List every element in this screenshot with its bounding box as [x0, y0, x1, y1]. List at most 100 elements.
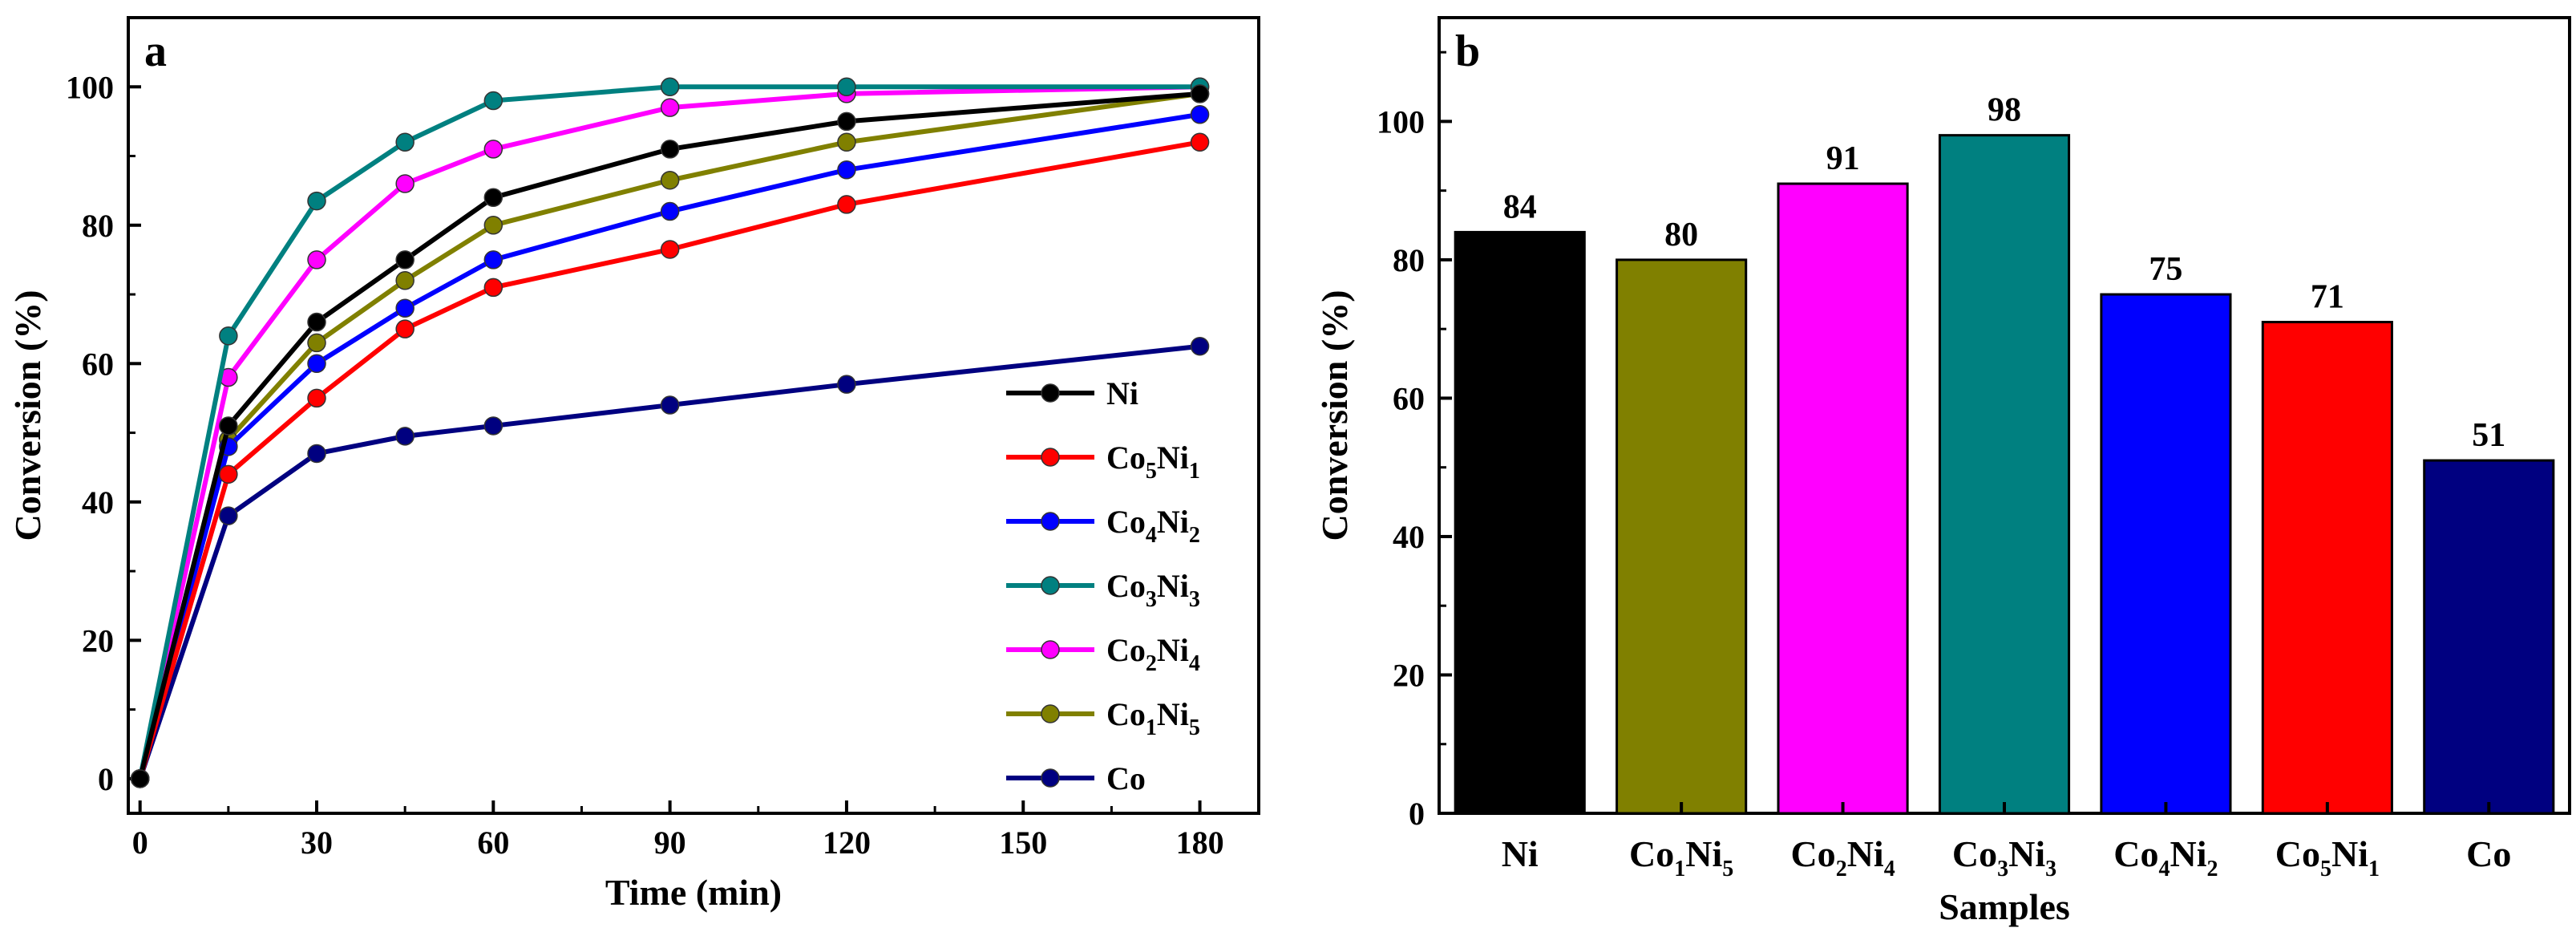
panel-a-x-axis-title: Time (min)	[605, 872, 782, 913]
data-point	[219, 326, 238, 346]
bar-group-Co1Ni5: 80 Co1​Ni5​	[1616, 217, 1748, 881]
data-point	[1190, 336, 1210, 356]
series-line	[137, 343, 1200, 780]
data-point	[219, 506, 238, 525]
data-point	[837, 111, 856, 132]
series-line	[137, 91, 1200, 780]
legend-marker	[1041, 640, 1060, 659]
data-point	[660, 395, 680, 415]
category-label: Co2​Ni4​	[1790, 833, 1895, 881]
y-tick-label: 100	[66, 69, 114, 105]
category-label: Ni	[1502, 833, 1539, 874]
bar	[1777, 182, 1909, 815]
bar	[2100, 293, 2232, 815]
bar-group-Ni: 84 Ni	[1454, 188, 1586, 874]
bar	[1454, 230, 1586, 815]
x-tick-label: 150	[999, 825, 1047, 861]
legend-label: Co4​Ni2​	[1106, 504, 1200, 548]
panel-a-line-chart: a 0 30 60 90 120 150 180 0 20 40 60 80 100 Ni Co5​Ni1…	[7, 16, 1260, 913]
data-point	[483, 416, 503, 436]
data-point	[219, 464, 238, 484]
data-point	[660, 240, 680, 259]
bar-value-label: 98	[1988, 92, 2021, 129]
bar	[1616, 258, 1748, 815]
y-tick-label: 80	[82, 208, 114, 244]
series-Ni	[130, 84, 1210, 788]
legend-marker	[1041, 512, 1060, 531]
bar-group-Co: 51 Co	[2423, 417, 2555, 874]
data-point	[660, 77, 680, 97]
x-tick-label: 0	[132, 825, 148, 861]
bar	[2423, 459, 2555, 815]
data-point	[307, 388, 326, 408]
legend-marker	[1041, 704, 1060, 723]
data-point	[307, 312, 326, 332]
legend-label: Ni	[1106, 375, 1138, 411]
bar-value-label: 51	[2472, 417, 2505, 454]
bar-value-label: 84	[1503, 188, 1537, 225]
panel-b-letter: b	[1455, 26, 1480, 76]
series-line	[137, 91, 1200, 780]
category-label: Co4​Ni2​	[2113, 833, 2218, 881]
category-label: Co3​Ni3​	[1952, 833, 2056, 881]
x-tick-label: 90	[654, 825, 686, 861]
legend-marker	[1041, 768, 1060, 788]
y-tick-label: 20	[82, 622, 114, 658]
data-point	[837, 160, 856, 180]
bar-group-Co2Ni4: 91 Co2​Ni4​	[1777, 140, 1909, 881]
data-point	[483, 91, 503, 111]
data-point	[483, 250, 503, 269]
series-Co3Ni3	[130, 77, 1210, 788]
legend-item: Co5​Ni1​	[1006, 440, 1200, 484]
data-point	[837, 77, 856, 97]
panel-a-letter: a	[144, 26, 167, 76]
legend-item: Co	[1006, 760, 1146, 796]
bar-value-label: 80	[1664, 217, 1698, 253]
category-label: Co1​Ni5​	[1629, 833, 1733, 881]
data-point	[307, 354, 326, 374]
y-tick-label: 60	[82, 346, 114, 382]
series-line	[137, 84, 1200, 780]
legend-item: Co2​Ni4​	[1006, 632, 1200, 676]
data-point	[1190, 84, 1210, 103]
legend-label: Co2​Ni4​	[1106, 632, 1200, 676]
data-point	[660, 140, 680, 159]
panel-a-y-axis-title: Conversion (%)	[7, 290, 48, 541]
series-Co	[130, 336, 1210, 788]
category-label: Co5​Ni1​	[2275, 833, 2380, 881]
data-point	[483, 188, 503, 208]
series-Co1Ni5	[130, 84, 1210, 788]
bar-group-Co3Ni3: 98 Co3​Ni3​	[1938, 92, 2071, 881]
data-point	[483, 278, 503, 298]
y-tick-label: 60	[1393, 380, 1425, 416]
bar	[1938, 134, 2071, 815]
series-line	[137, 140, 1201, 780]
data-point	[660, 201, 680, 221]
bar-group-Co4Ni2: 75 Co4​Ni2​	[2100, 251, 2232, 881]
panel-b-x-axis-title: Samples	[1939, 886, 2070, 927]
data-point	[307, 444, 326, 464]
legend-item: Co1​Ni5​	[1006, 696, 1200, 740]
data-point	[660, 98, 680, 117]
panel-a-frame	[127, 16, 1260, 815]
bar-value-label: 91	[1826, 140, 1860, 177]
bar	[2261, 321, 2393, 815]
y-tick-label: 100	[1377, 103, 1425, 140]
y-tick-label: 40	[82, 484, 114, 521]
legend-label: Co3​Ni3​	[1106, 568, 1200, 612]
data-point	[130, 769, 150, 788]
data-point	[395, 427, 415, 446]
bar-value-label: 75	[2149, 251, 2182, 288]
panel-a-legend: Ni Co5​Ni1​ Co4​Ni2​ Co3​Ni3​ Co2​Ni4​ Co1​Ni…	[1006, 375, 1200, 796]
panel-b-y-axis-title: Conversion (%)	[1314, 290, 1355, 541]
category-label: Co	[2466, 833, 2511, 874]
series-Co4Ni2	[130, 105, 1210, 788]
x-tick-label: 60	[477, 825, 509, 861]
data-point	[219, 416, 238, 436]
legend-label: Co	[1106, 760, 1146, 796]
data-point	[395, 298, 415, 318]
y-tick-label: 0	[1409, 796, 1425, 832]
data-point	[395, 319, 415, 338]
legend-item: Co4​Ni2​	[1006, 504, 1200, 548]
